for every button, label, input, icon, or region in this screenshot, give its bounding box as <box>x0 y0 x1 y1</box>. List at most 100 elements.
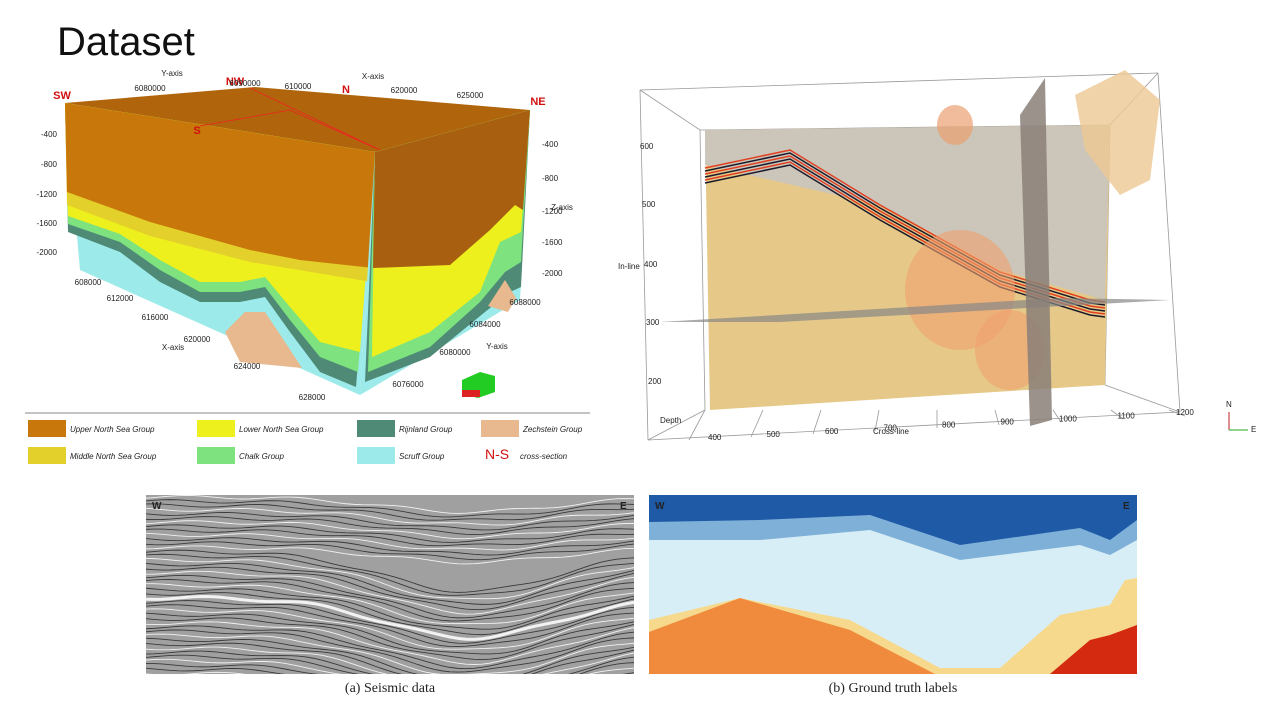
seismic-trace <box>146 537 634 556</box>
tick-label: 6080000 <box>439 348 471 357</box>
tick-label: 628000 <box>299 393 326 402</box>
seismic-trace <box>146 646 634 674</box>
orientation-icon <box>462 390 480 397</box>
axis-label: X-axis <box>362 72 384 81</box>
seismic-trace <box>146 633 634 674</box>
tick-label: -2000 <box>542 269 563 278</box>
wireframe <box>1168 409 1186 417</box>
seismic-trace <box>146 549 634 593</box>
legend-marker: N-S <box>485 446 509 462</box>
body <box>937 105 973 145</box>
legend-swatch <box>357 447 395 464</box>
edge-label: W <box>655 501 665 512</box>
seismic-traces <box>146 495 634 674</box>
seismic-trace <box>146 621 634 665</box>
wireframe <box>750 409 764 438</box>
volume-view: In-line Cross-line Depth 600 500 400 300 200 400… <box>618 70 1256 442</box>
block-diagram: SW NW N NE S Y-axis X-axis Z-axis X-axis Y-axis 60… <box>37 69 573 402</box>
top-face <box>65 87 530 152</box>
legend-swatch <box>28 447 66 464</box>
wireframe <box>639 89 649 441</box>
wireframe <box>1104 384 1181 413</box>
seismic-trace <box>146 520 634 540</box>
axis-label: Y-axis <box>486 342 508 351</box>
tick-label: 600 <box>640 142 654 151</box>
seismic-trace <box>146 667 286 674</box>
tick-label: -400 <box>542 140 559 149</box>
seismic-trace <box>146 503 634 521</box>
tick-label: 300 <box>646 318 660 327</box>
legend-swatch <box>357 420 395 437</box>
seismic-trace <box>146 595 634 641</box>
legend-label: Zechstein Group <box>522 425 583 434</box>
seismic-trace <box>146 654 634 674</box>
edge-label: W <box>152 501 162 512</box>
seismic-trace <box>146 600 634 644</box>
tick-label: 1200 <box>1176 408 1194 417</box>
compass-label: N <box>1226 400 1232 409</box>
wireframe <box>647 409 706 441</box>
compass-label: N <box>342 84 350 96</box>
label-layer <box>649 495 1137 545</box>
tick-label: -400 <box>41 130 58 139</box>
seismic-trace <box>146 528 634 547</box>
seismic-trace <box>146 574 634 619</box>
wireframe <box>1157 72 1181 413</box>
seismic-trace <box>146 570 634 615</box>
compass-label: NE <box>530 96 545 108</box>
wireframe <box>647 411 1181 441</box>
seismic-trace <box>146 608 634 650</box>
seismic-trace <box>146 642 634 674</box>
section-caption: (b) Ground truth labels <box>829 681 958 696</box>
wireframe <box>639 72 1159 91</box>
tick-label: 620000 <box>184 335 211 344</box>
seismic-trace <box>146 532 634 551</box>
tick-label: -2000 <box>37 248 58 257</box>
wireframe <box>699 129 706 411</box>
seismic-trace <box>146 541 634 561</box>
seismic-trace <box>146 562 634 605</box>
wireframe <box>1052 409 1062 423</box>
tick-label: 6090000 <box>229 79 261 88</box>
tick-label: 6080000 <box>134 84 166 93</box>
section-caption: (a) Seismic data <box>345 681 436 696</box>
upper-ns-side <box>373 110 530 268</box>
compass-label: SW <box>53 90 71 102</box>
body <box>1075 70 1160 195</box>
seismic-trace <box>146 566 634 611</box>
compass-label: E <box>1251 425 1256 434</box>
edge-label: E <box>620 501 627 512</box>
seismic-trace <box>146 637 634 674</box>
legend-swatch <box>481 420 519 437</box>
seismic-trace <box>146 671 246 674</box>
legend-swatch <box>28 420 66 437</box>
seismic-trace <box>146 511 634 531</box>
compass-label: S <box>193 125 200 137</box>
wireframe <box>874 409 880 432</box>
legend-label: Rijnland Group <box>399 425 453 434</box>
seismic-trace <box>146 516 634 536</box>
tick-label: 200 <box>648 377 662 386</box>
tick-label: 900 <box>1001 418 1015 427</box>
tick-label: -1600 <box>542 238 563 247</box>
crossline-plane <box>1020 78 1052 426</box>
sections: (a) Seismic data W E (b) Ground truth label… <box>146 495 1137 696</box>
tick-label: -1200 <box>542 207 563 216</box>
tick-label: 1100 <box>1118 411 1136 420</box>
seismic-trace <box>146 625 634 670</box>
seismic-trace <box>146 583 634 625</box>
tick-label: -800 <box>542 174 559 183</box>
tick-label: 500 <box>642 200 656 209</box>
tick-label: 625000 <box>457 91 484 100</box>
section-line <box>249 87 381 151</box>
wireframe <box>688 409 706 441</box>
tick-label: 616000 <box>142 313 169 322</box>
tick-label: 400 <box>708 433 722 442</box>
label-layer <box>649 598 935 674</box>
tick-label: 612000 <box>107 294 134 303</box>
seismic-trace <box>146 650 634 674</box>
seismic-trace <box>146 553 634 596</box>
seismic-trace <box>146 579 634 622</box>
wireframe <box>812 409 822 435</box>
